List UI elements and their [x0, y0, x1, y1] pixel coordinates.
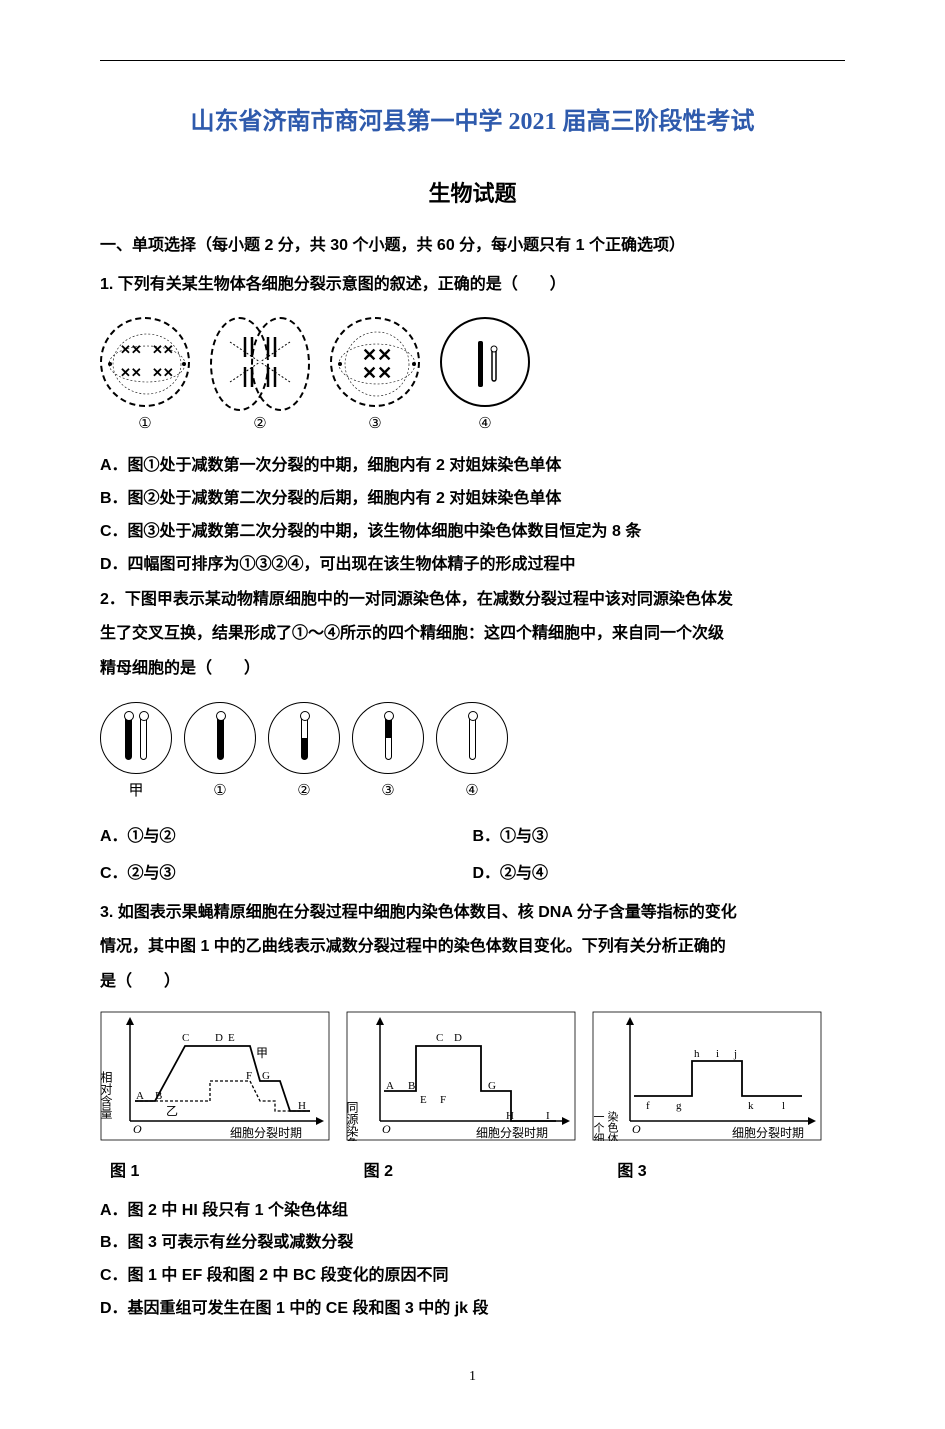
q2-fig3-label: ③: [381, 778, 394, 805]
svg-text:H: H: [298, 1100, 306, 1112]
svg-text:B: B: [155, 1090, 162, 1102]
q1-fig4-label: ④: [478, 411, 491, 438]
q2-opt-b: B．①与③: [473, 823, 846, 852]
q1-stem: 1. 下列有关某生物体各细胞分裂示意图的叙述，正确的是（ ）: [100, 271, 845, 300]
doc-title: 山东省济南市商河县第一中学 2021 届高三阶段性考试: [100, 101, 845, 144]
svg-text:细胞分裂时期: 细胞分裂时期: [476, 1126, 548, 1140]
svg-text:✕✕: ✕✕: [120, 365, 142, 380]
svg-text:细胞分裂时期: 细胞分裂时期: [732, 1126, 804, 1140]
q1-opt-a: A．图①处于减数第一次分裂的中期，细胞内有 2 对姐妹染色单体: [100, 452, 845, 481]
top-rule: [100, 60, 845, 61]
svg-text:✕✕: ✕✕: [152, 342, 174, 357]
q2-fig4-label: ④: [465, 778, 478, 805]
q1-fig1-label: ①: [138, 411, 151, 438]
q3-chart-3: 一个细胞中 染色体组数 细胞分裂时期 O f g h i j k l: [592, 1011, 822, 1152]
svg-text:O: O: [632, 1122, 641, 1136]
svg-text:j: j: [733, 1048, 737, 1060]
q3-stem-3: 是（ ）: [100, 968, 845, 997]
q3-opt-c: C．图 1 中 EF 段和图 2 中 BC 段变化的原因不同: [100, 1262, 845, 1291]
svg-text:C: C: [182, 1032, 189, 1044]
page-number: 1: [100, 1364, 845, 1389]
svg-text:C: C: [436, 1032, 443, 1044]
q2-fig-jia: 甲: [100, 702, 172, 805]
svg-text:i: i: [716, 1048, 719, 1060]
svg-text:同源染色体对数: 同源染色体对数: [346, 1101, 359, 1141]
q2-stem-2: 生了交叉互换，结果形成了①～④所示的四个精细胞：这四个精细胞中，来自同一个次级: [100, 620, 845, 649]
q3-charts: 相对含量 细胞分裂时期 O A B C D E F G H 甲 乙 同源染色体对…: [100, 1011, 845, 1152]
q2-row-cd: C．②与③ D．②与④: [100, 856, 845, 893]
q1-fig-4: ④: [440, 317, 530, 438]
svg-text:细胞分裂时期: 细胞分裂时期: [230, 1126, 302, 1140]
q2-fig-2: ②: [268, 702, 340, 805]
q3-stem-2: 情况，其中图 1 中的乙曲线表示减数分裂过程中的染色体数目变化。下列有关分析正确…: [100, 933, 845, 962]
svg-text:h: h: [694, 1048, 700, 1060]
svg-text:f: f: [646, 1100, 650, 1112]
svg-text:g: g: [676, 1100, 682, 1112]
svg-text:✕✕: ✕✕: [362, 363, 392, 383]
svg-text:A: A: [136, 1090, 144, 1102]
svg-text:G: G: [488, 1080, 496, 1092]
svg-text:H: H: [506, 1110, 514, 1122]
svg-text:甲: 甲: [256, 1046, 268, 1060]
svg-text:染色体组数: 染色体组数: [606, 1110, 619, 1141]
subject-title: 生物试题: [100, 174, 845, 214]
svg-text:E: E: [228, 1032, 235, 1044]
q1-fig-1: ✕✕ ✕✕ ✕✕ ✕✕ ①: [100, 317, 190, 438]
svg-text:G: G: [262, 1070, 270, 1082]
q3-opt-b: B．图 3 可表示有丝分裂或减数分裂: [100, 1229, 845, 1258]
q2-figures: 甲 ① ② ③ ④: [100, 702, 845, 805]
q3-stem-1: 3. 如图表示果蝇精原细胞在分裂过程中细胞内染色体数目、核 DNA 分子含量等指…: [100, 899, 845, 928]
svg-text:相对含量: 相对含量: [100, 1070, 113, 1118]
svg-text:✕✕: ✕✕: [120, 342, 142, 357]
q1-opt-d: D．四幅图可排序为①③②④，可出现在该生物体精子的形成过程中: [100, 551, 845, 580]
q3-fig2-label: 图 2: [354, 1158, 592, 1187]
svg-text:F: F: [440, 1094, 446, 1106]
svg-text:k: k: [748, 1100, 754, 1112]
svg-text:O: O: [382, 1122, 391, 1136]
q1-opt-b: B．图②处于减数第二次分裂的后期，细胞内有 2 对姐妹染色单体: [100, 485, 845, 514]
q2-fig-1: ①: [184, 702, 256, 805]
q1-figures: ✕✕ ✕✕ ✕✕ ✕✕ ①: [100, 317, 845, 438]
svg-text:✕✕: ✕✕: [362, 345, 392, 365]
svg-text:l: l: [782, 1100, 785, 1112]
q3-opt-a: A．图 2 中 HI 段只有 1 个染色体组: [100, 1197, 845, 1226]
q3-chart-1: 相对含量 细胞分裂时期 O A B C D E F G H 甲 乙: [100, 1011, 330, 1152]
svg-text:A: A: [386, 1080, 394, 1092]
q1-opt-c: C．图③处于减数第二次分裂的中期，该生物体细胞中染色体数目恒定为 8 条: [100, 518, 845, 547]
q2-stem-1: 2．下图甲表示某动物精原细胞中的一对同源染色体，在减数分裂过程中该对同源染色体发: [100, 586, 845, 615]
svg-text:D: D: [454, 1032, 462, 1044]
q2-stem-3: 精母细胞的是（ ）: [100, 655, 845, 684]
q2-row-ab: A．①与② B．①与③: [100, 819, 845, 856]
q3-fig3-label: 图 3: [607, 1158, 845, 1187]
svg-text:乙: 乙: [166, 1104, 178, 1118]
section-intro: 一、单项选择（每小题 2 分，共 30 个小题，共 60 分，每小题只有 1 个…: [100, 232, 845, 261]
svg-text:B: B: [408, 1080, 415, 1092]
q2-opt-a: A．①与②: [100, 823, 473, 852]
q3-fig1-label: 图 1: [100, 1158, 338, 1187]
q2-fig-3: ③: [352, 702, 424, 805]
q3-opt-d: D．基因重组可发生在图 1 中的 CE 段和图 3 中的 jk 段: [100, 1295, 845, 1324]
svg-text:O: O: [133, 1122, 142, 1136]
q2-fig1-label: ①: [213, 778, 226, 805]
svg-text:D: D: [215, 1032, 223, 1044]
q1-fig-2: ②: [210, 317, 310, 438]
svg-text:E: E: [420, 1094, 427, 1106]
q2-fig2-label: ②: [297, 778, 310, 805]
q1-fig-3: ✕✕ ✕✕ ③: [330, 317, 420, 438]
q2-fig-4: ④: [436, 702, 508, 805]
svg-text:✕✕: ✕✕: [152, 365, 174, 380]
q2-jia-label: 甲: [128, 778, 143, 805]
q3-chart-2: 同源染色体对数 细胞分裂时期 O A B C D E F G H I: [346, 1011, 576, 1152]
q2-opt-c: C．②与③: [100, 860, 473, 889]
svg-text:一个细胞中: 一个细胞中: [592, 1111, 605, 1141]
svg-text:F: F: [246, 1070, 252, 1082]
q1-fig2-label: ②: [253, 411, 266, 438]
svg-text:I: I: [546, 1110, 550, 1122]
q1-fig3-label: ③: [368, 411, 381, 438]
q3-chart-labels: 图 1 图 2 图 3: [100, 1158, 845, 1187]
q2-opt-d: D．②与④: [473, 860, 846, 889]
